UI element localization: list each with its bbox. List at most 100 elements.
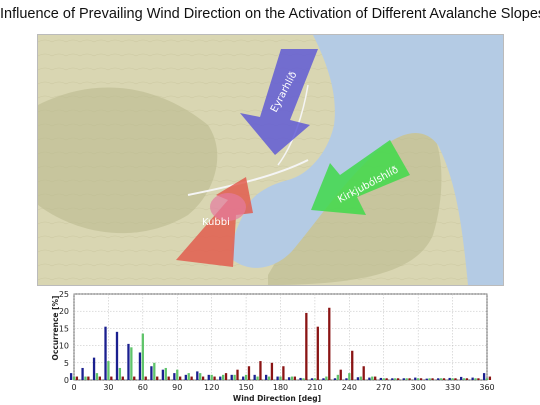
bar	[462, 378, 466, 380]
bar	[356, 377, 360, 380]
bar	[477, 378, 480, 380]
bar	[69, 373, 73, 380]
bar	[293, 376, 297, 380]
bar	[184, 374, 187, 380]
bar	[460, 376, 463, 380]
bar	[391, 378, 394, 380]
bar	[287, 377, 291, 380]
bar	[374, 376, 377, 380]
bar	[279, 376, 282, 380]
bar	[313, 378, 317, 380]
bar	[270, 362, 274, 380]
wind-direction-histogram: 0 5 10 15 20 25 0 30 60 90 120 150 180 210 240 270 300 3…	[51, 290, 495, 403]
bar	[242, 376, 245, 380]
bar	[98, 376, 101, 380]
bar	[92, 357, 96, 380]
bar	[173, 373, 176, 380]
x-tick-label: 90	[172, 383, 182, 392]
bar	[199, 373, 202, 380]
bar	[210, 374, 213, 380]
bar	[408, 378, 411, 380]
x-tick-label: 60	[138, 383, 148, 392]
bar	[221, 374, 225, 380]
x-tick-label: 0	[71, 383, 76, 392]
bar	[196, 371, 199, 380]
bar	[267, 376, 271, 380]
bar	[95, 373, 99, 380]
bar	[336, 374, 340, 380]
bar	[176, 369, 179, 380]
x-tick-label: 30	[103, 383, 113, 392]
bar	[230, 374, 233, 380]
bar	[414, 377, 417, 380]
bar	[405, 378, 408, 380]
bar	[382, 378, 385, 380]
bar	[439, 378, 443, 380]
bar	[385, 378, 388, 380]
bar	[485, 378, 489, 380]
bar	[115, 331, 119, 380]
bar	[207, 374, 210, 380]
y-tick-labels: 0 5 10 15 20 25	[59, 290, 69, 385]
bar	[371, 376, 374, 380]
bar	[394, 378, 397, 380]
bar	[328, 307, 331, 380]
bar	[305, 312, 308, 380]
bar	[428, 378, 431, 380]
y-tick-label: 10	[59, 342, 69, 351]
bar	[164, 367, 167, 380]
bar	[465, 378, 469, 380]
bar	[75, 376, 79, 380]
bar	[333, 378, 337, 380]
bar	[118, 367, 122, 380]
bar	[187, 373, 190, 380]
kubbi-label: Kubbi	[202, 217, 230, 228]
bar	[253, 374, 256, 380]
bar	[110, 376, 113, 380]
bar	[201, 376, 205, 380]
x-axis-label: Wind Direction [deg]	[233, 394, 321, 403]
bar	[104, 326, 107, 380]
bar	[244, 374, 248, 380]
bar	[178, 376, 182, 380]
bar	[396, 378, 400, 380]
y-tick-label: 0	[64, 376, 69, 385]
bar	[213, 376, 216, 380]
bar	[276, 376, 279, 380]
bar	[138, 352, 142, 380]
x-tick-label: 210	[307, 383, 322, 392]
bar	[87, 376, 90, 380]
bar	[72, 376, 76, 380]
bar	[144, 376, 147, 380]
bar	[84, 376, 87, 380]
y-tick-label: 15	[59, 324, 69, 333]
bar	[130, 347, 133, 380]
x-tick-label: 150	[238, 383, 253, 392]
x-tick-label: 330	[445, 383, 460, 392]
x-tick-label: 270	[376, 383, 391, 392]
bar	[425, 378, 428, 380]
bar	[161, 369, 165, 380]
bar	[233, 374, 236, 380]
bar	[121, 376, 124, 380]
y-axis-label: Occurrence [%]	[51, 296, 60, 361]
bar	[471, 377, 474, 380]
y-tick-label: 25	[59, 290, 69, 299]
bar	[190, 376, 193, 380]
bar	[247, 366, 251, 380]
y-tick-label: 20	[59, 307, 69, 316]
bar	[299, 377, 302, 380]
bar	[290, 376, 294, 380]
bar	[348, 373, 351, 380]
bar	[351, 350, 354, 380]
hill-shade	[38, 87, 218, 234]
bar	[488, 376, 492, 380]
bar	[264, 374, 268, 380]
bar	[256, 376, 259, 380]
bar	[302, 378, 305, 380]
kirkjubolshlid-wind-arrow	[311, 140, 410, 215]
bar	[454, 378, 457, 380]
bar	[437, 378, 440, 380]
bar	[224, 373, 228, 380]
bar	[402, 378, 405, 380]
